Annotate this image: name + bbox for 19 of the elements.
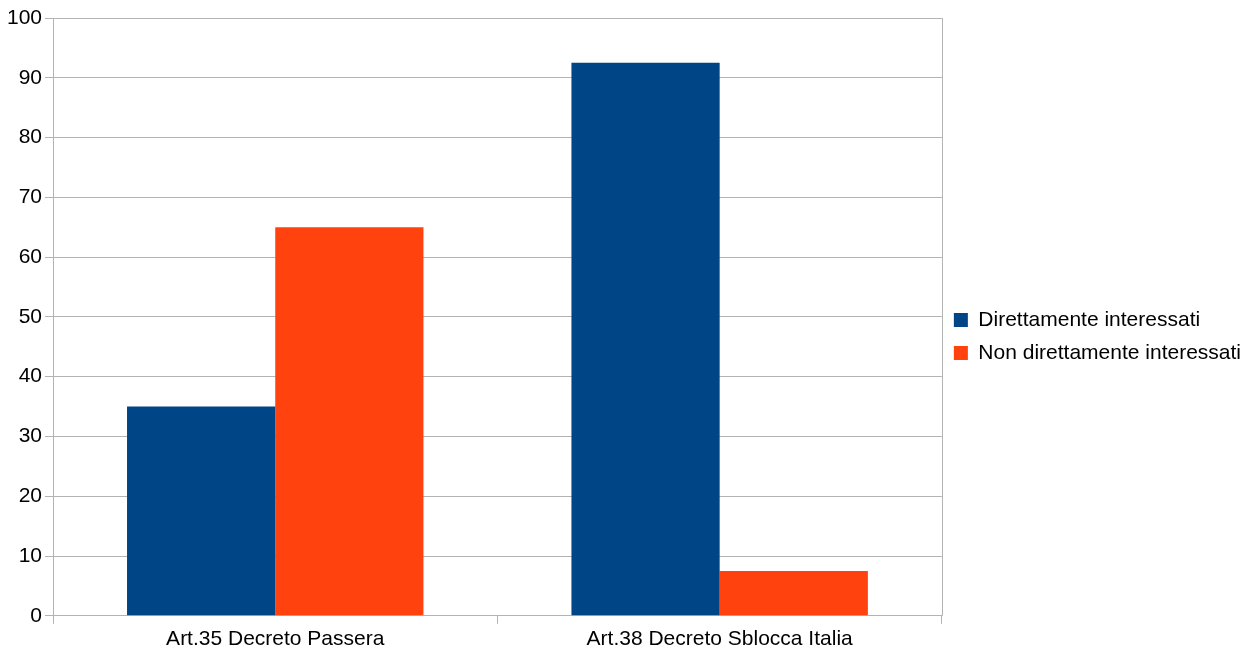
bar [127,406,276,616]
y-tick-label: 80 [18,124,43,148]
y-tick-label: 50 [18,303,43,327]
legend-label: Direttamente interessati [978,306,1201,330]
y-tick-label: 30 [18,423,43,447]
y-tick-label: 70 [18,184,43,208]
y-tick-label: 20 [18,483,43,507]
x-tick-label: Art.38 Decreto Sblocca Italia [586,626,854,650]
y-tick-label: 90 [18,64,43,88]
y-tick-label: 0 [30,602,43,626]
legend-label: Non direttamente interessati [978,339,1242,363]
bar [275,227,424,616]
y-tick-label: 100 [6,4,43,28]
x-tick-label: Art.35 Decreto Passera [166,626,385,650]
bar [571,62,720,616]
y-tick-label: 10 [18,542,43,566]
y-tick-label: 40 [18,363,43,387]
bar [719,570,868,616]
y-tick-label: 60 [18,243,43,267]
